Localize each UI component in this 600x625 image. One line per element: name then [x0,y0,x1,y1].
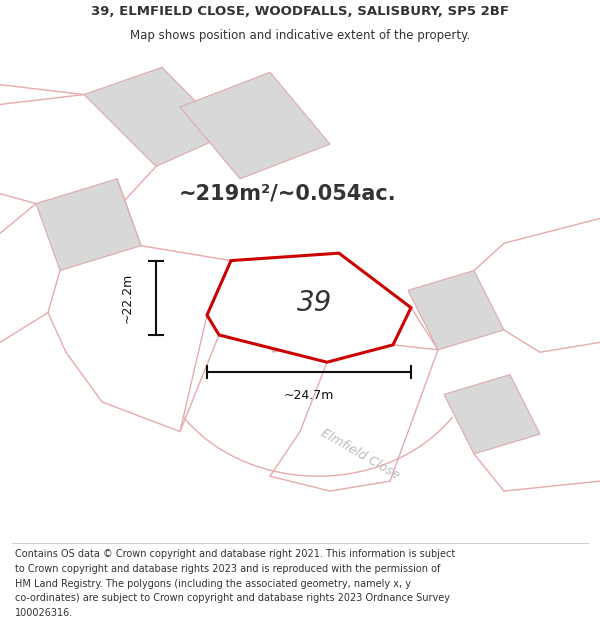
Text: 39: 39 [298,289,332,317]
Text: Elmfield Close: Elmfield Close [319,426,401,482]
Text: ~24.7m: ~24.7m [284,389,334,402]
Text: Contains OS data © Crown copyright and database right 2021. This information is : Contains OS data © Crown copyright and d… [15,549,455,559]
Polygon shape [84,68,228,166]
Text: Map shows position and indicative extent of the property.: Map shows position and indicative extent… [130,29,470,42]
Text: 100026316.: 100026316. [15,608,73,618]
Polygon shape [207,253,411,362]
Text: ~219m²/~0.054ac.: ~219m²/~0.054ac. [179,184,397,204]
Text: HM Land Registry. The polygons (including the associated geometry, namely x, y: HM Land Registry. The polygons (includin… [15,579,411,589]
Polygon shape [36,179,141,271]
Text: ~22.2m: ~22.2m [121,272,134,323]
Polygon shape [408,271,504,350]
Text: co-ordinates) are subject to Crown copyright and database rights 2023 Ordnance S: co-ordinates) are subject to Crown copyr… [15,593,450,603]
Polygon shape [180,72,330,179]
Polygon shape [240,261,345,352]
Polygon shape [444,374,540,454]
Text: 39, ELMFIELD CLOSE, WOODFALLS, SALISBURY, SP5 2BF: 39, ELMFIELD CLOSE, WOODFALLS, SALISBURY… [91,5,509,18]
Text: to Crown copyright and database rights 2023 and is reproduced with the permissio: to Crown copyright and database rights 2… [15,564,440,574]
